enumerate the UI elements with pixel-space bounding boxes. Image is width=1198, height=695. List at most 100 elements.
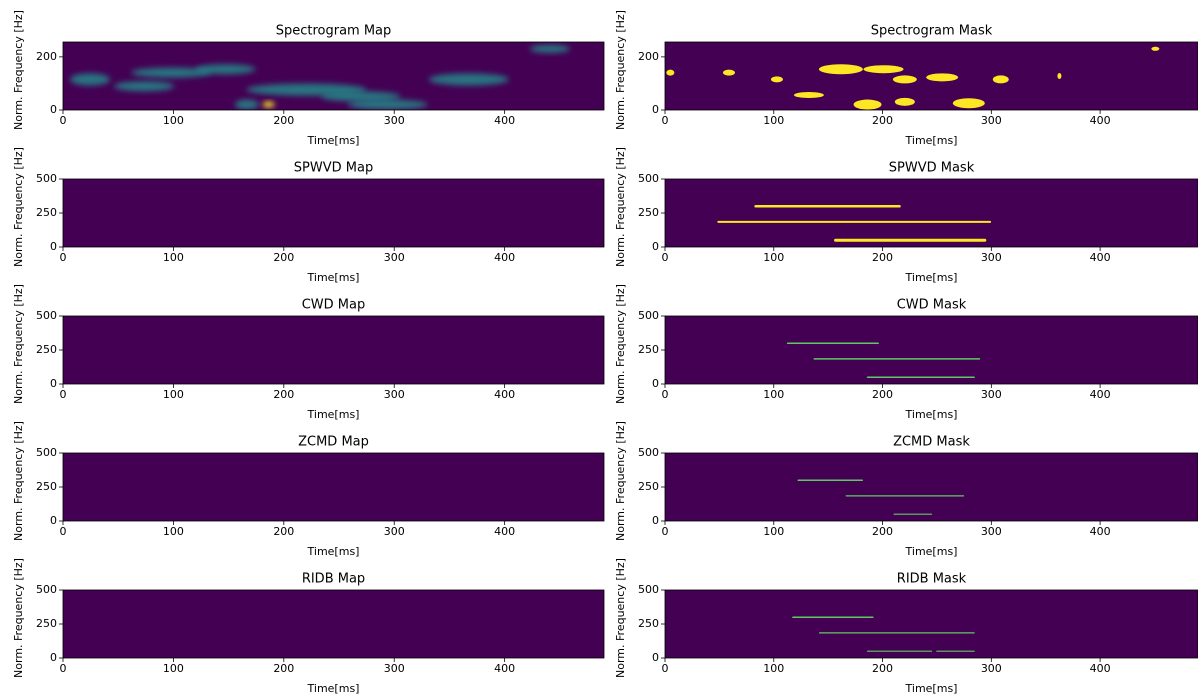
x-tick-label: 100 (163, 388, 184, 401)
heatmap-image (666, 46, 1160, 110)
heatmap-image (717, 204, 992, 242)
heatmap-image (786, 342, 981, 378)
x-tick-label: 200 (872, 662, 893, 675)
heatmap-blob (529, 44, 570, 53)
panel: Spectrogram Mask 0 100 200 300 400 0 200 Time[ms… (614, 10, 1198, 147)
mask-blob (1057, 73, 1062, 79)
x-axis-label: Time[ms] (905, 134, 958, 147)
mask-blob (992, 75, 1009, 84)
y-tick-label: 0 (652, 377, 659, 390)
heatmap-blob (131, 67, 212, 78)
heatmap-background (63, 316, 604, 384)
x-tick-label: 400 (1090, 114, 1111, 127)
y-tick-label: 0 (50, 240, 57, 253)
x-tick-label: 400 (494, 525, 515, 538)
heatmap-image (63, 457, 577, 516)
heatmap-background (665, 590, 1198, 658)
x-tick-label: 400 (1090, 525, 1111, 538)
heatmap-image (70, 44, 570, 110)
y-tick-label: 250 (638, 480, 659, 493)
mask-blob (926, 73, 959, 82)
panel: SPWVD Map 0 100 200 300 400 0 250 500 Time[ms] Nor… (12, 147, 605, 284)
mask-blob (892, 75, 917, 84)
x-tick-label: 300 (384, 114, 405, 127)
chart-title: ZCMD Mask (893, 435, 970, 450)
y-tick-label: 250 (36, 206, 57, 219)
y-axis-label: Norm. Frequency [Hz] (12, 10, 25, 130)
x-axis-label: Time[ms] (905, 408, 958, 421)
y-tick-label: 500 (36, 583, 57, 596)
x-tick-label: 100 (163, 251, 184, 264)
x-tick-label: 300 (981, 662, 1002, 675)
panel: SPWVD Mask 0 100 200 300 400 0 250 500 Time[ms] No… (614, 147, 1198, 284)
heatmap-image (797, 479, 965, 515)
x-tick-label: 200 (872, 388, 893, 401)
y-tick-label: 500 (36, 309, 57, 322)
chart-title: CWD Map (302, 298, 366, 313)
x-axis-label: Time[ms] (905, 545, 958, 558)
x-tick-label: 0 (60, 114, 67, 127)
panel: Spectrogram Map 0 100 200 300 400 0 200 Time[ms]… (12, 10, 605, 147)
y-tick-label: 0 (50, 514, 57, 527)
axes-frame (62, 41, 605, 111)
y-axis-label: Norm. Frequency [Hz] (12, 421, 25, 541)
heatmap-blob (195, 64, 256, 75)
y-tick-label: 500 (638, 583, 659, 596)
y-tick-label: 250 (36, 617, 57, 630)
x-tick-label: 0 (662, 525, 669, 538)
x-tick-label: 0 (60, 525, 67, 538)
y-tick-label: 0 (652, 651, 659, 664)
heatmap-image (63, 183, 604, 242)
y-tick-label: 200 (638, 50, 659, 63)
x-tick-label: 400 (494, 251, 515, 264)
x-tick-label: 300 (981, 525, 1002, 538)
x-tick-label: 0 (60, 662, 67, 675)
y-axis-label: Norm. Frequency [Hz] (614, 558, 627, 678)
x-axis-label: Time[ms] (307, 682, 360, 695)
chart-title: Spectrogram Map (276, 24, 392, 39)
chart-title: RIDB Map (302, 572, 365, 587)
y-axis-label: Norm. Frequency [Hz] (12, 284, 25, 404)
y-axis-label: Norm. Frequency [Hz] (12, 147, 25, 267)
x-tick-label: 300 (981, 114, 1002, 127)
heatmap-blob (114, 81, 175, 92)
y-tick-label: 200 (36, 50, 57, 63)
heatmap-background (63, 179, 604, 247)
x-tick-label: 400 (494, 388, 515, 401)
chart-title: CWD Mask (897, 298, 967, 313)
x-tick-label: 400 (494, 114, 515, 127)
x-tick-label: 300 (384, 388, 405, 401)
x-tick-label: 200 (273, 525, 294, 538)
mask-blob (666, 69, 675, 76)
x-tick-label: 400 (1090, 662, 1111, 675)
x-tick-label: 400 (1090, 388, 1111, 401)
y-tick-label: 0 (50, 377, 57, 390)
y-tick-label: 0 (652, 103, 659, 116)
heatmap-blob (262, 101, 275, 108)
x-tick-label: 0 (662, 114, 669, 127)
mask-blob (722, 69, 735, 76)
x-tick-label: 200 (872, 114, 893, 127)
y-tick-label: 0 (50, 651, 57, 664)
y-tick-label: 0 (50, 103, 57, 116)
x-tick-label: 200 (273, 114, 294, 127)
x-tick-label: 100 (763, 525, 784, 538)
x-axis-label: Time[ms] (307, 545, 360, 558)
mask-blob (952, 98, 985, 109)
y-tick-label: 500 (638, 309, 659, 322)
x-tick-label: 100 (763, 388, 784, 401)
y-tick-label: 250 (36, 480, 57, 493)
chart-title: RIDB Mask (897, 572, 967, 587)
mask-blob (818, 64, 863, 75)
x-tick-label: 300 (981, 251, 1002, 264)
y-tick-label: 500 (638, 172, 659, 185)
x-tick-label: 200 (872, 251, 893, 264)
x-tick-label: 0 (60, 251, 67, 264)
x-tick-label: 200 (273, 388, 294, 401)
x-tick-label: 300 (384, 251, 405, 264)
x-tick-label: 400 (494, 662, 515, 675)
heatmap-image (63, 594, 604, 653)
y-axis-label: Norm. Frequency [Hz] (614, 284, 627, 404)
mask-blob (1151, 46, 1160, 51)
